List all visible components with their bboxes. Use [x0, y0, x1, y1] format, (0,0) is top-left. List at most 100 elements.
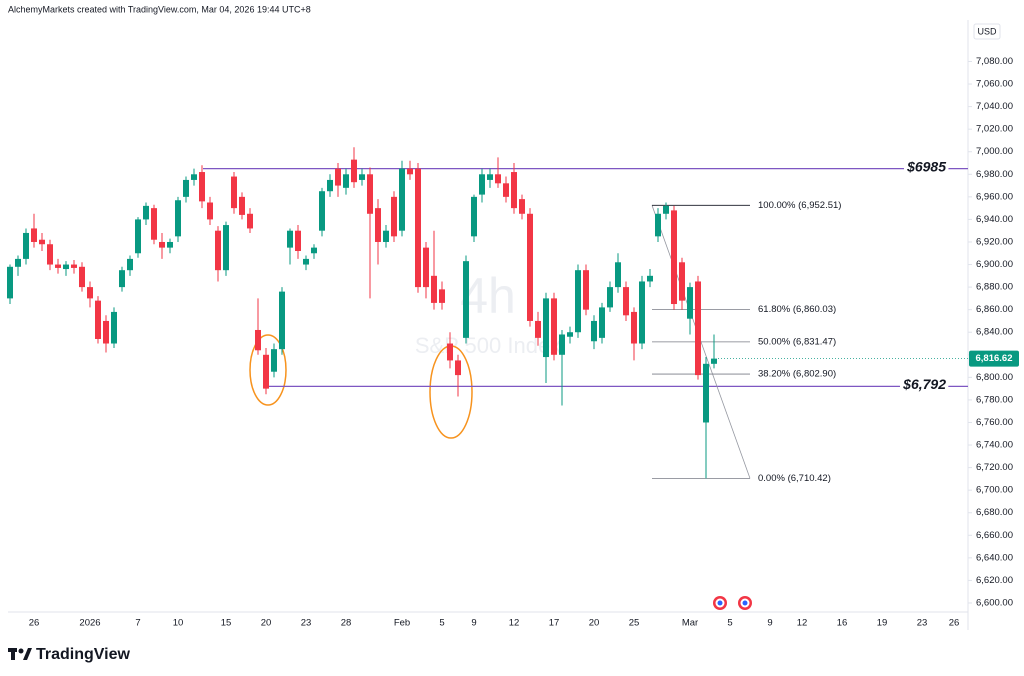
fib-label: 38.20% (6,802.90): [758, 369, 836, 380]
candle-body: [199, 172, 205, 202]
fib-label: 61.80% (6,860.03): [758, 304, 836, 315]
candle-body: [207, 202, 213, 220]
y-tick-label: 6,660.00: [976, 530, 1013, 541]
candle-body: [407, 168, 413, 175]
candle-body: [423, 247, 429, 288]
x-tick-label: 15: [221, 618, 232, 629]
x-tick-label: 17: [549, 618, 560, 629]
candle-body: [159, 241, 165, 248]
candle-body: [23, 232, 29, 259]
fib-label: 100.00% (6,952.51): [758, 200, 841, 211]
candle-body: [471, 196, 477, 237]
candle-body: [703, 363, 709, 423]
candle-body: [319, 191, 325, 231]
currency-box: [973, 23, 1001, 40]
x-tick-label: 12: [797, 618, 808, 629]
y-tick-label: 6,880.00: [976, 282, 1013, 293]
candle-body: [263, 354, 269, 389]
candle-body: [599, 307, 605, 338]
currency: USD: [977, 26, 997, 36]
brand-logo: [8, 648, 32, 660]
candle-body: [239, 196, 245, 215]
y-tick-label: 7,080.00: [976, 56, 1013, 67]
y-tick-label: 6,600.00: [976, 597, 1013, 608]
y-tick-label: 6,640.00: [976, 552, 1013, 563]
candle-body: [335, 168, 341, 186]
candle-body: [175, 200, 181, 237]
x-tick-label: 25: [629, 618, 640, 629]
y-tick-label: 6,800.00: [976, 372, 1013, 383]
candle-body: [559, 334, 565, 355]
candle-body: [31, 228, 37, 242]
x-tick-label: 10: [173, 618, 184, 629]
highlight-circle: [249, 334, 287, 406]
candle-body: [551, 298, 557, 355]
candle-body: [167, 241, 173, 248]
candle-body: [63, 264, 69, 270]
x-tick-label: 26: [949, 618, 960, 629]
candle-body: [591, 320, 597, 342]
candle-body: [87, 287, 93, 299]
candle-body: [431, 275, 437, 303]
last-price-label: 6,816.62: [976, 353, 1013, 364]
x-tick-label: Feb: [394, 618, 410, 629]
candle-body: [487, 174, 493, 180]
x-tick-label: 12: [509, 618, 520, 629]
candle-body: [111, 311, 117, 344]
y-tick-label: 6,860.00: [976, 304, 1013, 315]
candle-body: [223, 225, 229, 271]
candle-body: [39, 239, 45, 245]
candle-body: [639, 281, 645, 344]
candle-body: [351, 159, 357, 183]
candle-body: [607, 287, 613, 308]
fib-label: 50.00% (6,831.47): [758, 336, 836, 347]
y-tick-label: 6,620.00: [976, 575, 1013, 586]
candle-body: [311, 247, 317, 254]
x-tick-label: 9: [767, 618, 772, 629]
candle-body: [135, 219, 141, 254]
y-tick-label: 6,700.00: [976, 485, 1013, 496]
x-tick-label: 19: [877, 618, 888, 629]
candle-body: [463, 261, 469, 338]
candle-body: [255, 329, 261, 351]
watermark-interval: 4h: [460, 268, 516, 324]
candle-body: [687, 287, 693, 319]
candle-body: [495, 174, 501, 184]
x-tick-label: 9: [471, 618, 476, 629]
candle-body: [303, 258, 309, 265]
y-tick-label: 7,040.00: [976, 101, 1013, 112]
candle-body: [631, 311, 637, 344]
candle-body: [359, 174, 365, 180]
x-tick-label: 2026: [79, 618, 100, 629]
candle-body: [647, 275, 653, 282]
candle-body: [695, 281, 701, 376]
candle-body: [55, 264, 61, 268]
candle-body: [479, 174, 485, 195]
candle-body: [391, 196, 397, 237]
candle-body: [231, 176, 237, 209]
candle-body: [151, 208, 157, 240]
candle-body: [615, 262, 621, 288]
candle-body: [7, 266, 13, 299]
candle-body: [295, 230, 301, 252]
x-tick-label: 23: [917, 618, 928, 629]
header-text: AlchemyMarkets created with TradingView.…: [8, 4, 311, 14]
y-tick-label: 6,960.00: [976, 191, 1013, 202]
candle-body: [663, 205, 669, 214]
y-tick-label: 6,720.00: [976, 462, 1013, 473]
candle-body: [327, 179, 333, 192]
y-tick-label: 7,000.00: [976, 146, 1013, 157]
y-tick-label: 7,060.00: [976, 79, 1013, 90]
candle-body: [583, 270, 589, 310]
fib-label: 0.00% (6,710.42): [758, 473, 831, 484]
candle-body: [399, 168, 405, 231]
candle-body: [71, 264, 77, 268]
y-tick-label: 6,980.00: [976, 169, 1013, 180]
candle-body: [575, 270, 581, 333]
y-tick-label: 6,740.00: [976, 440, 1013, 451]
y-tick-label: 6,840.00: [976, 327, 1013, 338]
last-price-box: [969, 350, 1019, 367]
candle-body: [367, 174, 373, 214]
x-tick-label: 5: [727, 618, 732, 629]
